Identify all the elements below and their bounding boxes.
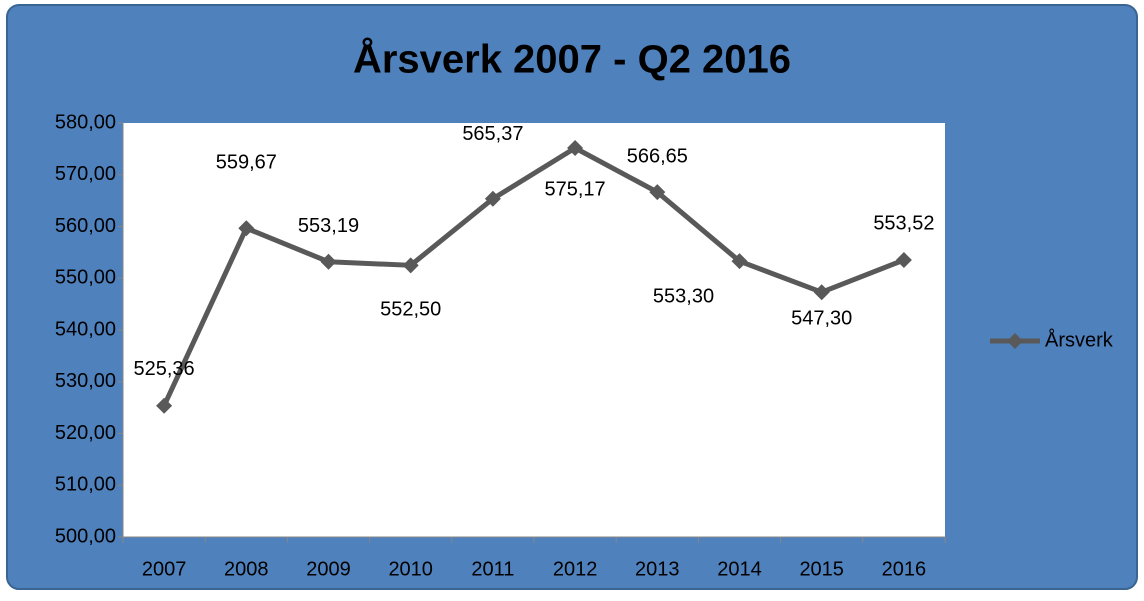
marker bbox=[813, 284, 830, 301]
legend-marker bbox=[1007, 333, 1023, 349]
y-tick-label: 580,00 bbox=[55, 111, 116, 133]
legend-label: Årsverk bbox=[1045, 328, 1114, 351]
data-label: 553,52 bbox=[873, 212, 934, 234]
marker bbox=[567, 139, 584, 156]
data-label: 547,30 bbox=[791, 308, 852, 330]
y-tick-label: 530,00 bbox=[55, 370, 116, 392]
x-tick-label: 2007 bbox=[142, 558, 187, 580]
y-tick-label: 520,00 bbox=[55, 422, 116, 444]
series-line bbox=[161, 145, 905, 407]
x-tick-label: 2013 bbox=[635, 558, 680, 580]
data-label: 565,37 bbox=[462, 123, 523, 145]
chart-title: Årsverk 2007 - Q2 2016 bbox=[353, 37, 791, 82]
y-tick-label: 510,00 bbox=[55, 474, 116, 496]
marker bbox=[649, 184, 666, 201]
y-tick-label: 570,00 bbox=[55, 163, 116, 185]
x-tick-label: 2008 bbox=[224, 558, 269, 580]
plot-area bbox=[123, 123, 945, 537]
y-tick-label: 560,00 bbox=[55, 215, 116, 237]
x-tick-label: 2010 bbox=[388, 558, 433, 580]
marker bbox=[320, 253, 337, 270]
marker bbox=[895, 252, 912, 269]
x-tick-label: 2014 bbox=[717, 558, 762, 580]
data-label: 575,17 bbox=[545, 178, 606, 200]
x-tick-label: 2011 bbox=[471, 558, 514, 580]
x-tick-label: 2012 bbox=[553, 558, 598, 580]
y-tick-label: 550,00 bbox=[55, 267, 116, 289]
y-tick-label: 540,00 bbox=[55, 318, 116, 340]
data-label: 553,30 bbox=[653, 285, 714, 307]
x-tick-label: 2015 bbox=[799, 558, 844, 580]
marker bbox=[156, 397, 173, 414]
data-label: 525,36 bbox=[134, 358, 195, 380]
marker bbox=[731, 253, 748, 270]
marker bbox=[402, 257, 419, 274]
marker bbox=[484, 190, 501, 207]
x-tick-label: 2016 bbox=[882, 558, 927, 580]
data-label: 552,50 bbox=[380, 299, 441, 321]
data-label: 559,67 bbox=[216, 151, 277, 173]
x-tick-label: 2009 bbox=[306, 558, 351, 580]
marker bbox=[238, 220, 255, 237]
y-tick-label: 500,00 bbox=[55, 525, 116, 547]
data-label: 553,19 bbox=[298, 215, 359, 237]
data-label: 566,65 bbox=[627, 145, 688, 167]
